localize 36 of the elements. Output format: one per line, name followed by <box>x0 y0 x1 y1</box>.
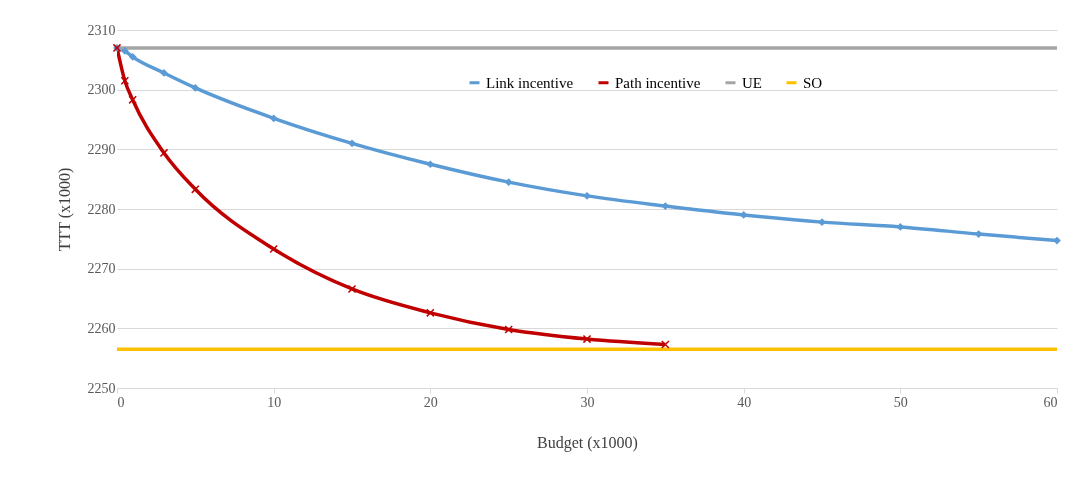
y-tick-label: 2300 <box>87 82 116 98</box>
point <box>348 139 356 148</box>
point <box>583 192 591 200</box>
x-tick-label: 30 <box>580 394 595 410</box>
point <box>582 334 592 344</box>
point <box>128 95 137 105</box>
y-tick-label: 2250 <box>87 380 116 396</box>
point <box>128 52 137 61</box>
y-tick-label: 2290 <box>87 141 116 157</box>
x-tick-label: 20 <box>423 394 438 410</box>
y-tick-label: 2280 <box>87 201 116 217</box>
x-tick-label: 60 <box>1043 394 1058 410</box>
point <box>1053 236 1061 245</box>
legend-label: Path incentive <box>615 74 701 91</box>
legend-label: Link incentive <box>486 74 574 91</box>
point <box>120 76 130 85</box>
point <box>269 114 278 123</box>
point <box>269 244 278 254</box>
x-tick-label: 0 <box>117 394 125 410</box>
point <box>120 47 129 55</box>
y-tick-label: 2270 <box>87 261 116 277</box>
point <box>426 308 435 318</box>
y-tick-label: 2260 <box>87 320 116 336</box>
point <box>426 160 435 169</box>
legend-label: SO <box>803 74 823 91</box>
point <box>191 84 200 92</box>
x-tick-label: 10 <box>267 394 282 410</box>
x-tick-label: 40 <box>737 394 752 410</box>
x-tick-label: 50 <box>893 394 908 410</box>
point <box>504 325 513 334</box>
point <box>504 178 513 187</box>
x-axis-title: Budget (x1000) <box>537 433 638 452</box>
legend-label: UE <box>742 74 762 91</box>
point <box>661 340 670 349</box>
y-tick-label: 2310 <box>87 22 116 38</box>
y-axis-title: TTT (x1000) <box>55 167 74 252</box>
